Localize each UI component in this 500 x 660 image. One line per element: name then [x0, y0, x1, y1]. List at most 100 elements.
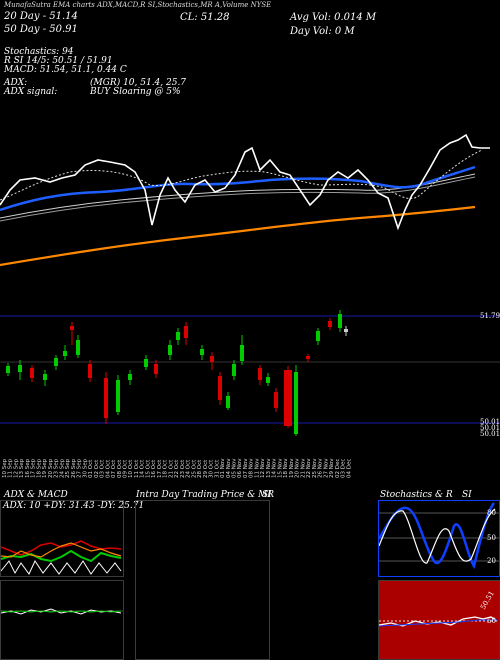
date-axis-label: 11 Oct: [134, 459, 140, 478]
date-axis-label: 26 Sep: [71, 458, 77, 478]
ema-100-line-upper: [0, 173, 476, 219]
candle: [128, 374, 132, 380]
ema-50-line: [0, 165, 476, 212]
price-chart: 10 Sep 11 Sep 12 Sep 13 Sep 16 Sep 17 Sep 18 S…: [0, 133, 500, 478]
adx-plus-di-line: [1, 549, 122, 563]
candle: [176, 332, 180, 340]
adx-line: [1, 542, 122, 558]
date-axis-label: 18 Oct: [163, 459, 169, 478]
date-axis-label: 15 Oct: [145, 459, 151, 478]
candle: [284, 370, 292, 426]
adx-signal-text: BUY Sloaring @ 5%: [90, 87, 181, 97]
candle: [70, 326, 74, 330]
candle: [18, 365, 22, 372]
candlesticks: [6, 310, 348, 436]
date-axis-label: 30 Oct: [209, 459, 215, 478]
date-axis-label: 12 Nov: [260, 458, 266, 478]
date-axis-label: 02 Oct: [94, 459, 100, 478]
ema-200-line: [0, 205, 476, 267]
price-axis-top-label: 51.79: [480, 312, 500, 320]
ema-50-readout: 50 Day - 50.91: [4, 24, 78, 35]
date-axis-label: 01 Oct: [88, 459, 94, 478]
candle: [328, 321, 332, 327]
candle: [76, 340, 80, 355]
close-price-label: CL: 51.28: [180, 12, 230, 23]
price-axis-bottom-label-2: 50.01: [480, 424, 500, 432]
date-axis-label: 18 Sep: [36, 458, 42, 478]
date-axis-label: 09 Oct: [122, 459, 128, 478]
ema-20-line: [0, 149, 483, 201]
date-axis-label: 10 Oct: [128, 459, 134, 478]
date-axis-label: 20 Nov: [295, 458, 301, 478]
candle: [258, 368, 262, 380]
date-axis-label: 16 Oct: [151, 459, 157, 478]
date-axis-label: 31 Oct: [214, 459, 220, 478]
date-axis-label: 07 Nov: [243, 458, 249, 478]
day-volume-label: Day Vol: 0 M: [290, 26, 355, 37]
date-axis-label: 25 Nov: [312, 458, 318, 478]
adx-signal-label: ADX signal:: [4, 87, 58, 97]
date-axis-label: 16 Sep: [25, 458, 31, 478]
candle: [43, 374, 47, 380]
date-axis-label: 03 Dec: [341, 459, 347, 478]
stoch-d-line: [379, 508, 496, 564]
date-axis-label: 27 Nov: [323, 458, 329, 478]
date-axis-label: 30 Sep: [82, 458, 88, 478]
candle: [168, 345, 172, 355]
date-axis-label: 20 Sep: [48, 458, 54, 478]
ema-20-readout: 20 Day - 51.14: [4, 11, 78, 22]
stochastics-readout: Stochastics: 94: [4, 47, 74, 57]
date-axis-label: 08 Oct: [117, 459, 123, 478]
stoch-k-line: [379, 502, 496, 569]
date-axis-label: 01 Nov: [220, 458, 226, 478]
candle: [54, 358, 58, 366]
candle: [226, 396, 230, 408]
candle: [306, 356, 310, 359]
candle: [6, 366, 10, 373]
rsi-readout: R SI 14/5: 50.51 / 51.91: [4, 56, 113, 66]
price-axis-bottom-label-3: 50.01: [480, 430, 500, 438]
rsi-line: [379, 616, 498, 627]
candle: [210, 356, 214, 362]
date-axis-label: 24 Oct: [186, 459, 192, 478]
stoch-title: Stochastics & R: [380, 490, 453, 500]
stoch-level-20-label: 20: [487, 557, 496, 565]
avg-volume-label: Avg Vol: 0.014 M: [290, 12, 377, 23]
date-axis-label: 04 Oct: [105, 459, 111, 478]
date-axis-label: 29 Oct: [203, 459, 209, 478]
candle: [116, 380, 120, 412]
candle: [266, 377, 270, 383]
date-axis-label: 22 Oct: [174, 459, 180, 478]
rsi-panel: 50 50.51: [378, 580, 500, 660]
candle: [88, 364, 92, 378]
date-axis-label: 19 Sep: [42, 458, 48, 478]
date-axis-label: 12 Sep: [13, 458, 19, 478]
candle: [232, 364, 236, 376]
adx-panel-readout: ADX: 10 +DY: 31.43 -DY: 25.71: [3, 501, 145, 511]
date-axis-label: 14 Nov: [272, 458, 278, 478]
price-axis-bottom-label: 50.01: [480, 418, 500, 426]
date-axis-label: 11 Sep: [8, 458, 14, 478]
date-axis-label: 04 Dec: [346, 459, 352, 478]
date-axis-label: 02 Dec: [335, 459, 341, 478]
candle: [104, 378, 108, 418]
intraday-title: Intra Day Trading Price & MR: [136, 490, 275, 500]
date-axis-label: 11 Nov: [254, 458, 260, 478]
date-axis-label: 18 Nov: [283, 458, 289, 478]
date-axis-label: 05 Nov: [232, 458, 238, 478]
adx-macd-title: ADX & MACD: [4, 490, 68, 500]
date-axis-label: 06 Nov: [237, 458, 243, 478]
date-axis-label: 21 Oct: [168, 459, 174, 478]
stoch-level-80-label: 80: [487, 509, 496, 517]
candle: [294, 372, 298, 434]
intraday-panel: [135, 500, 270, 660]
date-axis-label: 03 Oct: [100, 459, 106, 478]
adx-panel: ADX: 10 +DY: 31.43 -DY: 25.71: [0, 500, 144, 577]
macd-line: [1, 608, 122, 615]
chart-header-strip: MunafaSutra EMA charts ADX,MACD,R SI,Sto…: [4, 1, 272, 9]
intraday-title-suffix: SI: [262, 490, 272, 500]
date-axis-label: 17 Oct: [157, 459, 163, 478]
date-axis-label: 26 Nov: [318, 458, 324, 478]
candle: [338, 314, 342, 328]
candle: [30, 368, 34, 378]
